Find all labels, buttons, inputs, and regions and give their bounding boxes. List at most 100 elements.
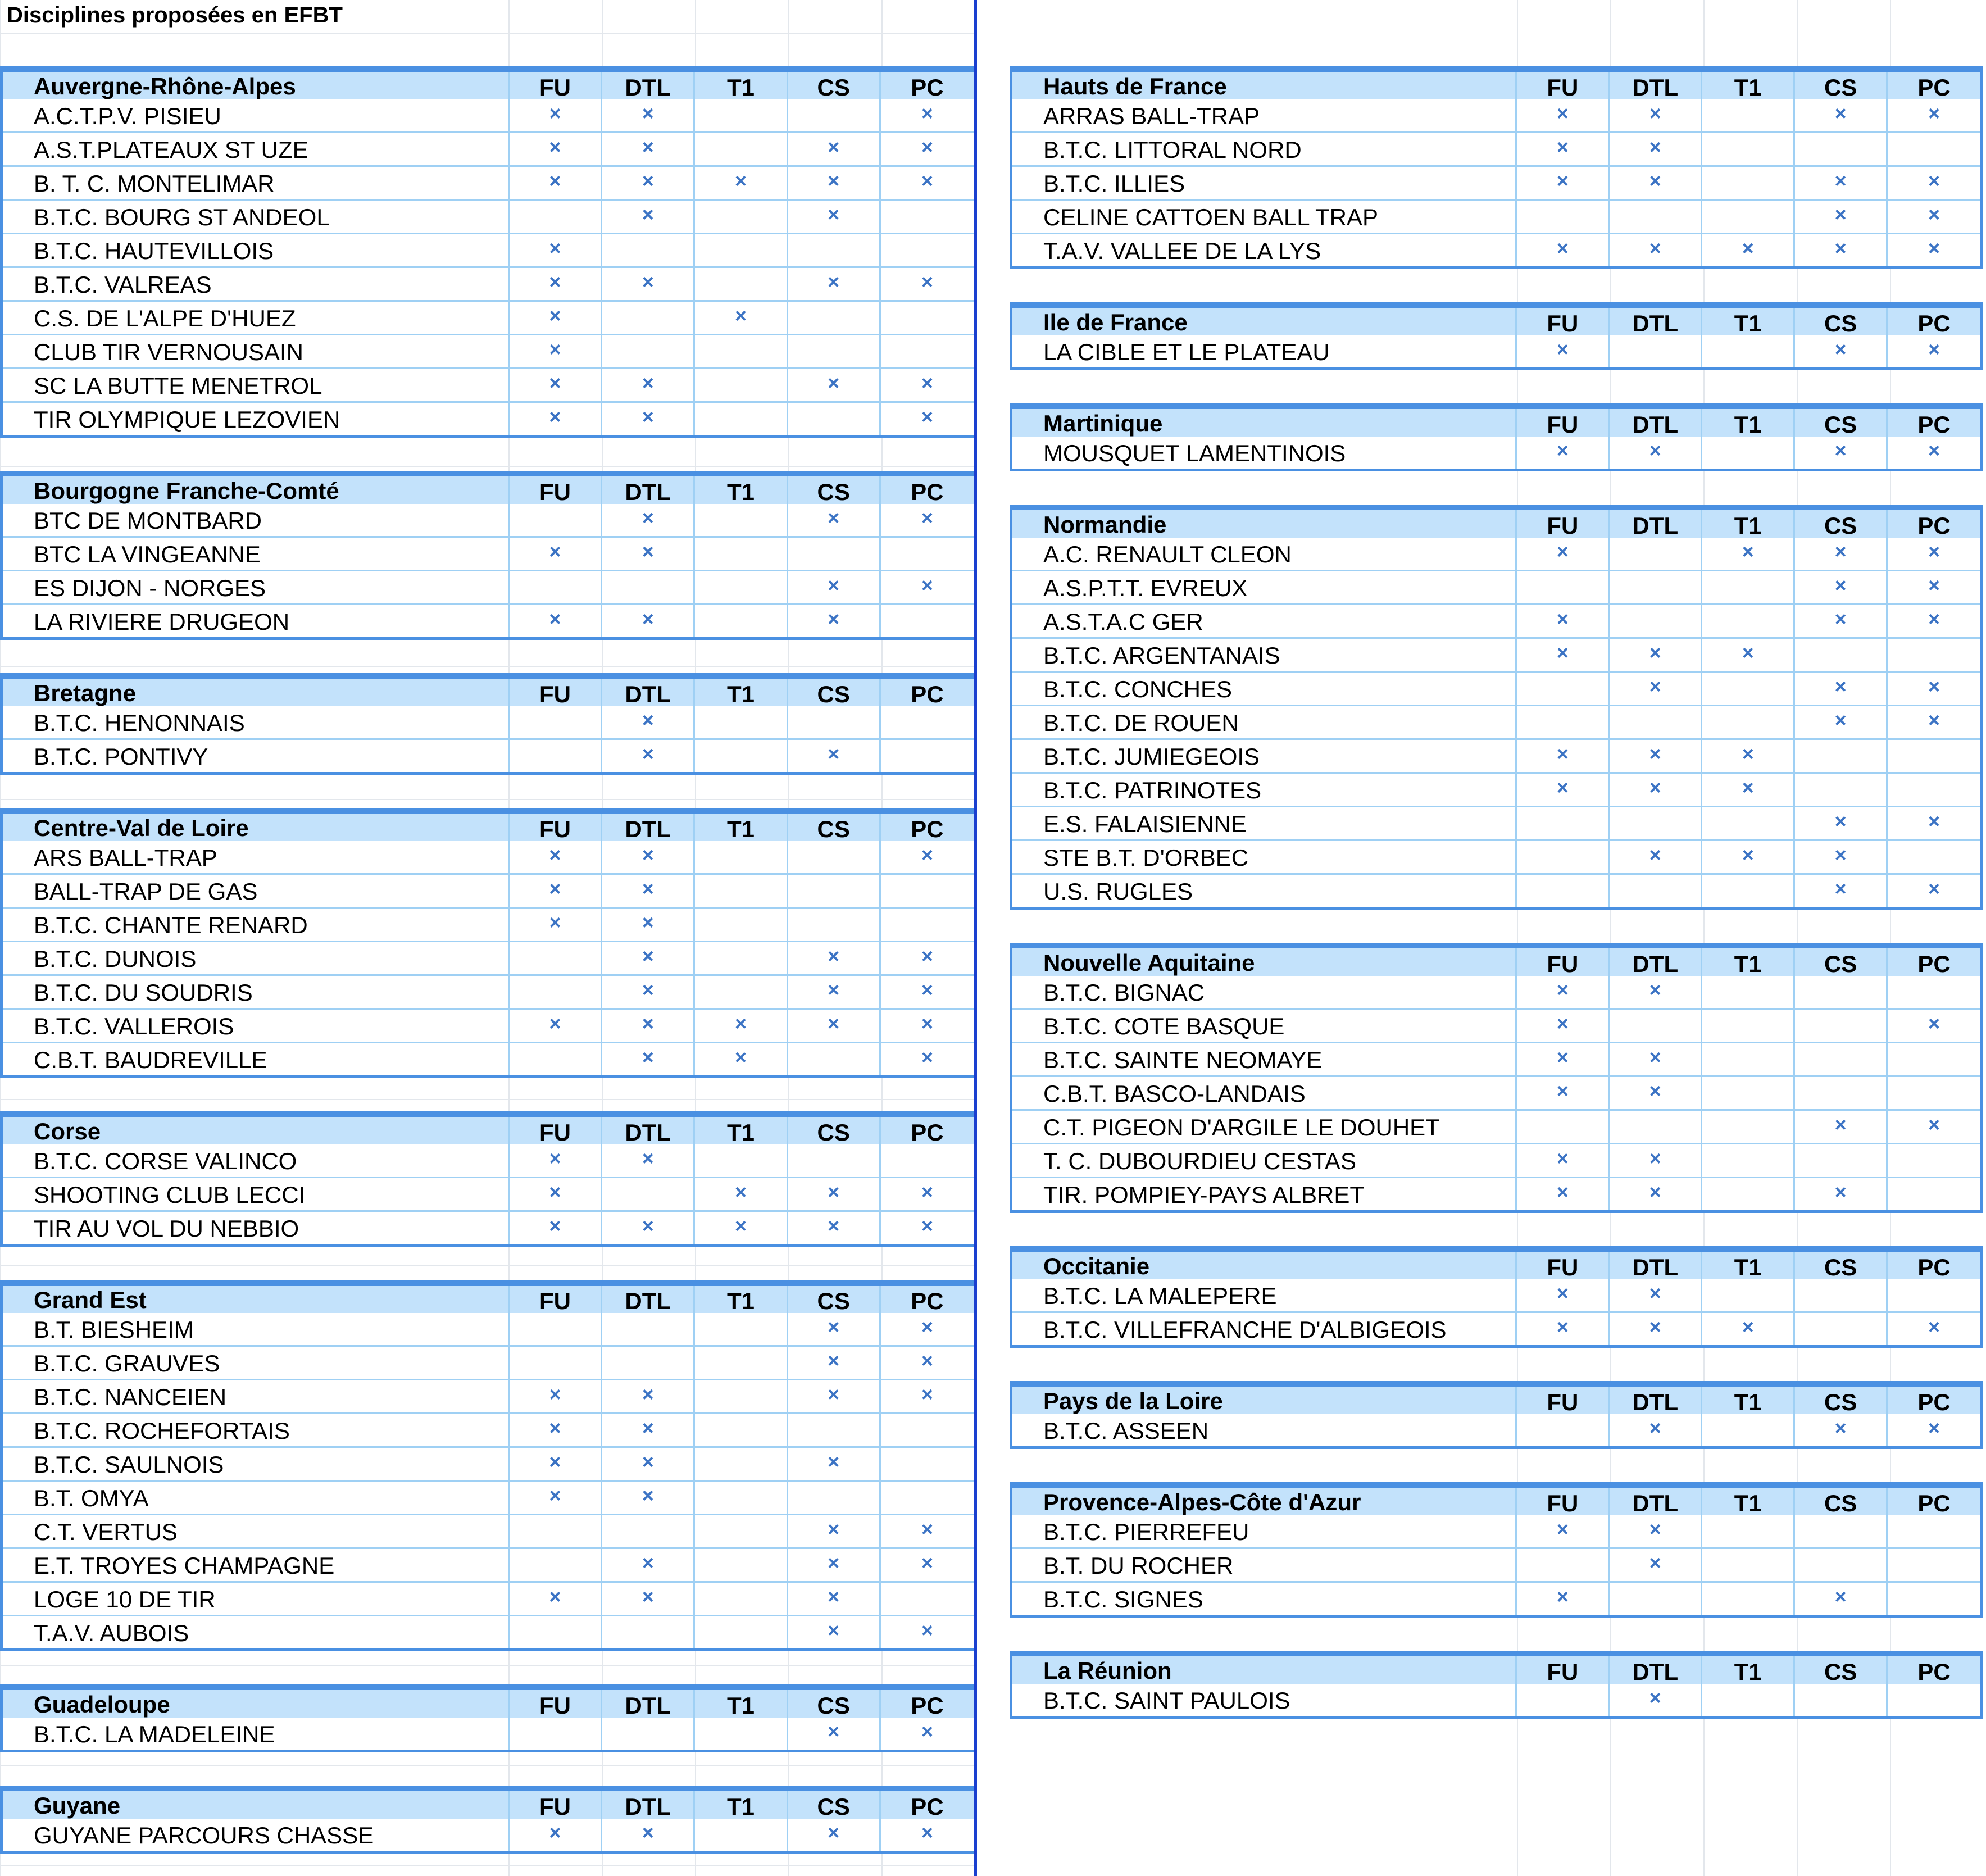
cross-mark-icon: × (921, 1315, 933, 1338)
discipline-cell (695, 909, 788, 941)
gridline (0, 666, 975, 667)
discipline-cell (788, 99, 881, 131)
discipline-cell (695, 875, 788, 907)
cross-mark-icon: × (642, 1147, 654, 1170)
discipline-cell (695, 201, 788, 233)
discipline-cell (1702, 571, 1796, 603)
cross-mark-icon: × (1649, 1046, 1661, 1069)
cross-mark-icon: × (1928, 1012, 1940, 1035)
cross-mark-icon: × (828, 1315, 840, 1338)
discipline-cell (602, 1718, 696, 1750)
discipline-header: T1 (1702, 308, 1796, 337)
discipline-header: DTL (1610, 1488, 1703, 1516)
cross-mark-icon: × (642, 506, 654, 529)
region-header: Ile de France FU DTL T1 CS PC (1012, 302, 1980, 337)
discipline-cell: × (788, 504, 881, 536)
cross-mark-icon: × (1834, 1585, 1847, 1608)
discipline-cell: × (510, 1212, 603, 1244)
club-name: E.T. TROYES CHAMPAGNE (3, 1549, 510, 1581)
discipline-cell (510, 201, 603, 233)
discipline-cell (695, 1718, 788, 1750)
club-row: B.T.C. ROCHEFORTAIS × × (3, 1414, 974, 1448)
discipline-header: FU (1517, 72, 1610, 101)
cross-mark-icon: × (921, 1046, 933, 1069)
discipline-cell: × (881, 167, 974, 199)
discipline-cell: × (788, 740, 881, 772)
discipline-cell (1795, 1144, 1888, 1177)
discipline-cell: × (788, 1583, 881, 1615)
cross-mark-icon: × (642, 1012, 654, 1035)
discipline-cell (1888, 1144, 1980, 1177)
discipline-cell (1795, 1010, 1888, 1042)
discipline-cell: × (510, 1583, 603, 1615)
discipline-cell: × (1517, 1144, 1610, 1177)
club-name: B.T.C. ASSEEN (1012, 1414, 1517, 1446)
discipline-cell: × (1610, 1178, 1703, 1210)
cross-mark-icon: × (1649, 641, 1661, 664)
club-row: B.T.C. COTE BASQUE × × (1012, 1010, 1980, 1043)
discipline-cell: × (1702, 1313, 1796, 1345)
discipline-cell: × (788, 1616, 881, 1648)
discipline-cell (788, 403, 881, 435)
cross-mark-icon: × (1928, 607, 1940, 630)
cross-mark-icon: × (1556, 338, 1569, 361)
cross-mark-icon: × (734, 1012, 747, 1035)
discipline-cell (695, 369, 788, 401)
discipline-header: CS (788, 476, 881, 505)
cross-mark-icon: × (1742, 237, 1754, 260)
cross-mark-icon: × (1834, 102, 1847, 125)
discipline-cell: × (602, 133, 696, 165)
discipline-header: CS (788, 1117, 881, 1146)
region-header: Centre-Val de Loire FU DTL T1 CS PC (3, 808, 974, 842)
discipline-cell: × (788, 1380, 881, 1412)
cross-mark-icon: × (1556, 776, 1569, 799)
discipline-cell: × (1610, 133, 1703, 165)
club-row: LA CIBLE ET LE PLATEAU × × × (1012, 335, 1980, 367)
cross-mark-icon: × (1834, 574, 1847, 597)
discipline-header: T1 (695, 1791, 788, 1820)
club-row: B.T.C. HENONNAIS × (3, 706, 974, 740)
discipline-cell: × (1517, 437, 1610, 469)
discipline-header: CS (1795, 948, 1888, 977)
club-name: ES DIJON - NORGES (3, 571, 510, 603)
discipline-cell (1888, 976, 1980, 1008)
discipline-header: DTL (602, 814, 696, 842)
discipline-header: DTL (1610, 510, 1703, 539)
gridline (0, 1765, 975, 1766)
discipline-header: T1 (695, 1286, 788, 1314)
region-table: Bourgogne Franche-Comté FU DTL T1 CS PC BTC DE… (0, 471, 976, 640)
cross-mark-icon: × (828, 1180, 840, 1203)
club-row: B.T.C. PATRINOTES × × × (1012, 774, 1980, 807)
discipline-header: FU (510, 679, 603, 707)
region-spacer (0, 1752, 976, 1786)
cross-mark-icon: × (642, 1484, 654, 1507)
club-row: B. T. C. MONTELIMAR × × × × × (3, 167, 974, 201)
discipline-cell: × (788, 201, 881, 233)
discipline-header: CS (788, 1286, 881, 1314)
discipline-cell: × (1795, 234, 1888, 266)
discipline-cell: × (1888, 605, 1980, 637)
cross-mark-icon: × (1742, 742, 1754, 765)
discipline-cell (510, 1549, 603, 1581)
club-name: B.T.C. BOURG ST ANDEOL (3, 201, 510, 233)
discipline-cell (602, 571, 696, 603)
cross-mark-icon: × (1834, 203, 1847, 226)
region-name: Auvergne-Rhône-Alpes (3, 72, 510, 99)
discipline-cell: × (1517, 605, 1610, 637)
discipline-cell: × (510, 369, 603, 401)
discipline-cell: × (510, 1819, 603, 1851)
region-header: Pays de la Loire FU DTL T1 CS PC (1012, 1381, 1980, 1415)
discipline-cell (510, 571, 603, 603)
discipline-cell (602, 335, 696, 367)
club-name: B.T.C. COTE BASQUE (1012, 1010, 1517, 1042)
discipline-cell: × (510, 1178, 603, 1210)
discipline-cell: × (881, 571, 974, 603)
cross-mark-icon: × (642, 944, 654, 967)
discipline-cell: × (510, 1010, 603, 1042)
cross-mark-icon: × (1928, 708, 1940, 732)
discipline-cell (1610, 605, 1703, 637)
region-table: Centre-Val de Loire FU DTL T1 CS PC ARS BALL-T… (0, 808, 976, 1078)
region-header: Occitanie FU DTL T1 CS PC (1012, 1246, 1980, 1280)
cross-mark-icon: × (549, 1383, 561, 1406)
club-row: B.T.C. NANCEIEN × × × × (3, 1380, 974, 1414)
